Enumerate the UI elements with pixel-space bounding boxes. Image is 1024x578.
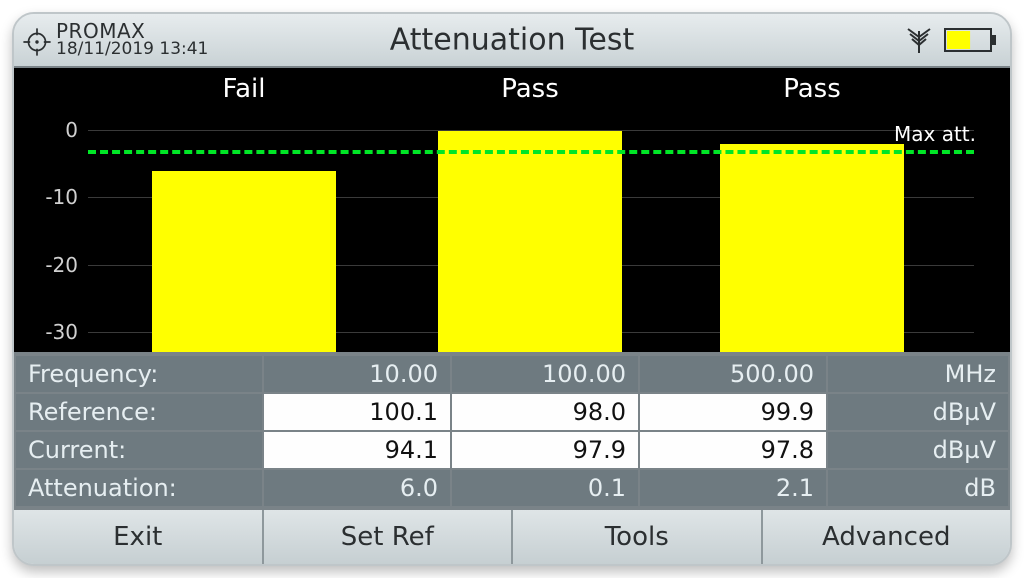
row-value: 97.9 bbox=[451, 431, 639, 469]
softkey-advanced[interactable]: Advanced bbox=[763, 510, 1011, 564]
row-label: Reference: bbox=[15, 393, 263, 431]
row-unit: dBµV bbox=[827, 393, 1009, 431]
row-value: 100.00 bbox=[451, 355, 639, 393]
row-value: 0.1 bbox=[451, 469, 639, 507]
row-value: 6.0 bbox=[263, 469, 451, 507]
table-row: Current:94.197.997.8dBµV bbox=[15, 431, 1009, 469]
row-value: 100.1 bbox=[263, 393, 451, 431]
chart-y-tick: 0 bbox=[24, 118, 78, 142]
row-unit: dBµV bbox=[827, 431, 1009, 469]
page-title: Attenuation Test bbox=[390, 23, 634, 58]
chart-bar bbox=[438, 131, 622, 352]
chart-bar bbox=[152, 171, 336, 353]
battery-icon bbox=[944, 26, 998, 54]
device-frame: PROMAX 18/11/2019 13:41 Attenuation Test bbox=[12, 12, 1012, 566]
bar-status-label: Pass bbox=[752, 74, 872, 104]
attenuation-chart: 0 -10 -20 -30 Fail Pass Pass Max att. bbox=[14, 68, 1010, 354]
bar-status-label: Fail bbox=[184, 74, 304, 104]
chart-bar bbox=[720, 144, 904, 352]
brand-text: PROMAX 18/11/2019 13:41 bbox=[56, 21, 208, 58]
measurement-table: Frequency:10.00100.00500.00MHzReference:… bbox=[14, 354, 1010, 508]
row-value: 500.00 bbox=[639, 355, 827, 393]
table-row: Attenuation:6.00.12.1dB bbox=[15, 469, 1009, 507]
bar-status-label: Pass bbox=[470, 74, 590, 104]
table-row: Frequency:10.00100.00500.00MHz bbox=[15, 355, 1009, 393]
chart-y-tick: -30 bbox=[24, 320, 78, 344]
softkey-tools[interactable]: Tools bbox=[513, 510, 763, 564]
threshold-line bbox=[88, 150, 974, 154]
row-value: 97.8 bbox=[639, 431, 827, 469]
row-label: Attenuation: bbox=[15, 469, 263, 507]
crosshair-icon bbox=[20, 25, 54, 59]
softkey-exit[interactable]: Exit bbox=[14, 510, 264, 564]
status-icons bbox=[904, 26, 998, 54]
row-value: 98.0 bbox=[451, 393, 639, 431]
row-label: Frequency: bbox=[15, 355, 263, 393]
threshold-label: Max att. bbox=[894, 122, 976, 146]
brand-name: PROMAX bbox=[56, 21, 208, 41]
antenna-icon bbox=[904, 27, 934, 53]
row-value: 2.1 bbox=[639, 469, 827, 507]
row-value: 99.9 bbox=[639, 393, 827, 431]
chart-y-tick: -20 bbox=[24, 253, 78, 277]
row-label: Current: bbox=[15, 431, 263, 469]
softkey-set-ref[interactable]: Set Ref bbox=[264, 510, 514, 564]
chart-y-tick: -10 bbox=[24, 185, 78, 209]
timestamp: 18/11/2019 13:41 bbox=[56, 41, 208, 58]
row-value: 10.00 bbox=[263, 355, 451, 393]
row-unit: MHz bbox=[827, 355, 1009, 393]
softkey-bar: ExitSet RefToolsAdvanced bbox=[14, 508, 1010, 564]
row-value: 94.1 bbox=[263, 431, 451, 469]
header-bar: PROMAX 18/11/2019 13:41 Attenuation Test bbox=[14, 14, 1010, 68]
row-unit: dB bbox=[827, 469, 1009, 507]
table-row: Reference:100.198.099.9dBµV bbox=[15, 393, 1009, 431]
brand-block: PROMAX 18/11/2019 13:41 bbox=[14, 19, 216, 61]
